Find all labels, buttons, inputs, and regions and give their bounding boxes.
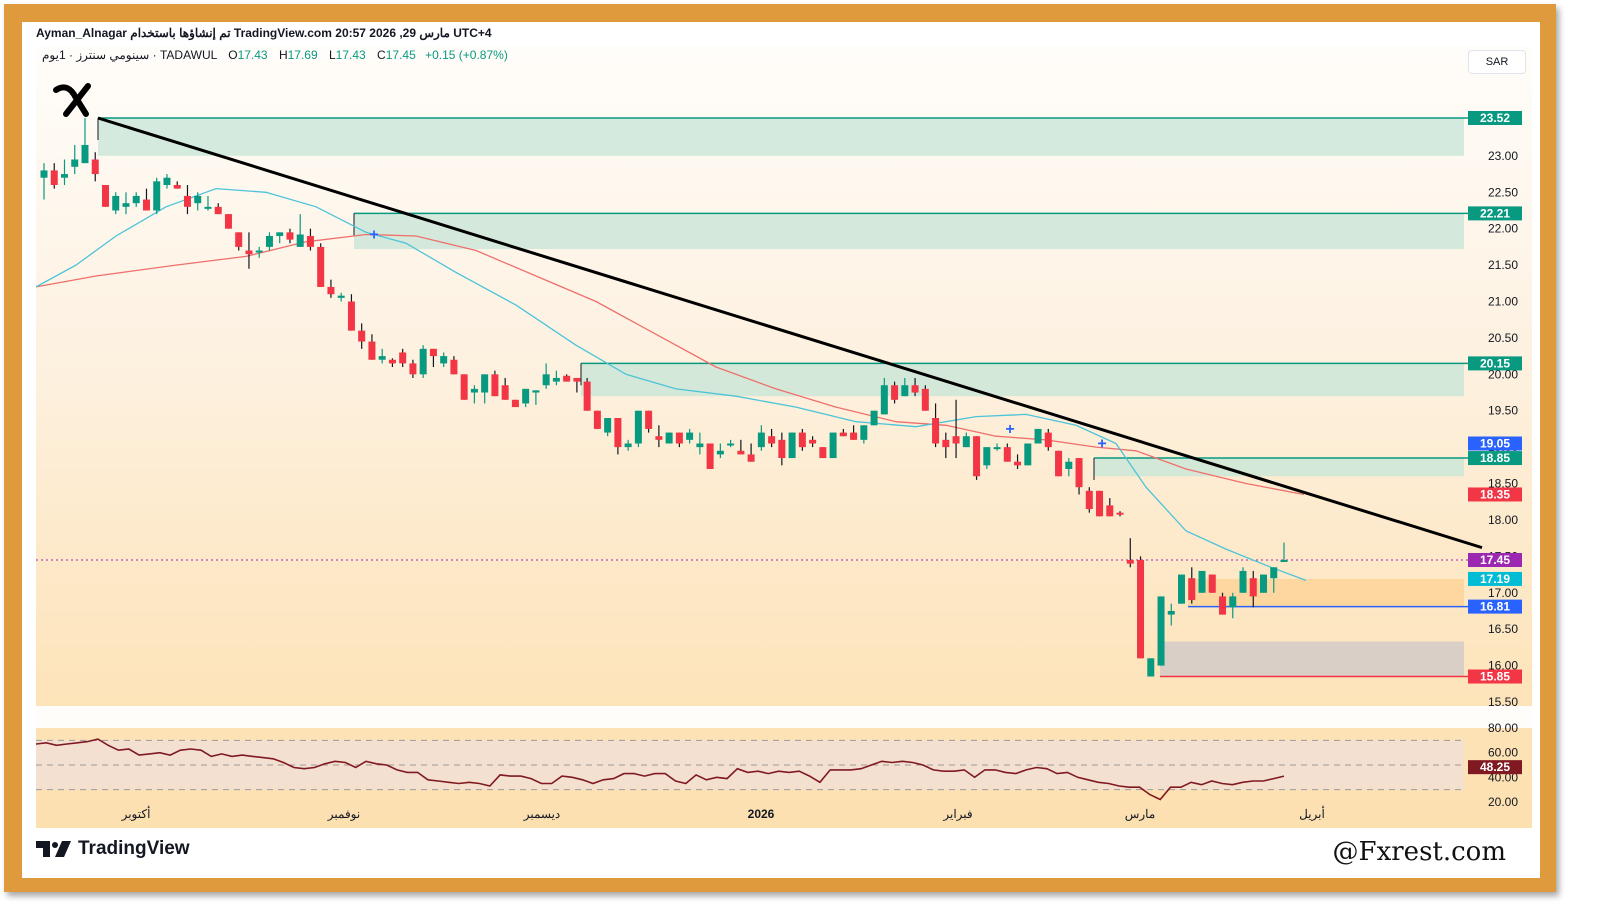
price-label[interactable]: 19.05 <box>1468 436 1522 451</box>
price-tick: 22.00 <box>1488 222 1518 236</box>
exchange: TADAWUL <box>159 48 217 62</box>
price-tick: 23.00 <box>1488 149 1518 163</box>
resistance-zone-4[interactable] <box>1093 457 1482 481</box>
watermark: @Fxrest.com <box>1332 837 1506 867</box>
time-tick: فبراير <box>942 807 972 821</box>
rsi-value-label: 48.25 <box>1468 760 1522 775</box>
rsi-tick: 80.00 <box>1488 721 1518 735</box>
svg-text:18.35: 18.35 <box>1480 487 1510 501</box>
price-tick: 18.50 <box>1488 477 1518 491</box>
rsi-tick: 20.00 <box>1488 795 1518 809</box>
tradingview-logo[interactable]: TradingView <box>36 838 190 860</box>
blue-cross-marker[interactable]: + <box>369 227 378 244</box>
svg-text:17.45: 17.45 <box>1480 553 1510 567</box>
price-label[interactable]: 22.21 <box>1468 206 1522 221</box>
tradingview-logo-icon <box>36 841 71 857</box>
svg-text:22.21: 22.21 <box>1480 206 1510 220</box>
rsi-panel-top <box>36 706 1532 728</box>
svg-text:19.05: 19.05 <box>1480 436 1510 450</box>
downtrend-line[interactable] <box>97 116 1483 550</box>
blue-cross-marker[interactable]: + <box>1097 435 1106 452</box>
price-tick: 16.50 <box>1488 622 1518 636</box>
price-label[interactable]: 17.19 <box>1468 571 1522 586</box>
timestamp: 20:57 2026 ,29 مارس UTC+4 <box>335 26 492 40</box>
price-tick: 18.00 <box>1488 513 1518 527</box>
price-label[interactable]: 15.85 <box>1468 669 1522 684</box>
currency-button[interactable]: SAR <box>1468 50 1526 74</box>
candles[interactable] <box>40 118 1288 677</box>
time-tick: نوفمبر <box>327 807 360 821</box>
time-tick: أكتوبر <box>121 806 151 821</box>
blue-cross-marker[interactable]: + <box>1005 421 1014 438</box>
x-mark-icon <box>53 83 91 117</box>
created-with-text: تم إنشاؤها باستخدام <box>130 26 231 40</box>
low-value: 17.43 <box>335 48 366 62</box>
symbol-legend: سينومي سنترز · 1يوم · TADAWUL O17.43 H17… <box>42 48 508 62</box>
time-tick: مارس <box>1125 807 1156 821</box>
svg-text:15.85: 15.85 <box>1480 670 1510 684</box>
price-chart[interactable]: + + +23.00 22.50 22.00 21.50 21.00 20.50 20.00 19… <box>36 46 1532 828</box>
price-label[interactable]: 17.45 <box>1468 553 1522 568</box>
resistance-zone-3[interactable] <box>580 362 1482 397</box>
symbol-name[interactable]: سينومي سنترز <box>76 48 150 62</box>
time-tick: أبريل <box>1299 806 1325 821</box>
price-tick: 21.50 <box>1488 258 1518 272</box>
price-label[interactable]: 18.35 <box>1468 487 1522 502</box>
svg-text:20.15: 20.15 <box>1480 356 1510 370</box>
price-tick: 21.00 <box>1488 295 1518 309</box>
image-frame: Ayman_Alnagar تم إنشاؤها باستخدام Tradin… <box>4 4 1556 892</box>
resistance-zone-1[interactable] <box>97 117 1482 156</box>
price-tick: 22.50 <box>1488 185 1518 199</box>
chart-header: Ayman_Alnagar تم إنشاؤها باستخدام Tradin… <box>36 26 492 40</box>
ema-fast-line[interactable] <box>36 187 1307 582</box>
price-label[interactable]: 23.52 <box>1468 111 1522 125</box>
chart-svg[interactable]: + + +23.00 22.50 22.00 21.50 21.00 20.50 20.00 19… <box>36 46 1532 828</box>
svg-text:23.52: 23.52 <box>1480 111 1510 125</box>
price-tick: 15.50 <box>1488 695 1518 709</box>
demand-zone[interactable] <box>1160 641 1464 677</box>
price-label[interactable]: 18.85 <box>1468 451 1522 466</box>
resistance-zone-2[interactable] <box>353 212 1482 250</box>
ema-slow-line[interactable] <box>36 233 1305 496</box>
close-value: 17.45 <box>385 48 416 62</box>
price-tick: 19.50 <box>1488 404 1518 418</box>
price-tick: 20.50 <box>1488 331 1518 345</box>
price-label[interactable]: 20.15 <box>1468 356 1522 371</box>
time-tick: 2026 <box>748 807 775 821</box>
change-value: +0.15 (+0.87%) <box>425 48 508 62</box>
time-tick: ديسمبر <box>523 807 561 821</box>
rsi-tick: 60.00 <box>1488 746 1518 760</box>
interval[interactable]: 1يوم <box>42 48 66 62</box>
rsi-line[interactable] <box>36 738 1285 801</box>
svg-text:18.85: 18.85 <box>1480 451 1510 465</box>
svg-text:48.25: 48.25 <box>1480 760 1510 774</box>
open-value: 17.43 <box>237 48 268 62</box>
svg-text:16.81: 16.81 <box>1480 600 1510 614</box>
price-label[interactable]: 16.81 <box>1468 599 1522 614</box>
high-value: 17.69 <box>287 48 318 62</box>
price-tick: 16.00 <box>1488 659 1518 673</box>
site-name: TradingView.com <box>233 26 332 40</box>
chart-canvas: Ayman_Alnagar تم إنشاؤها باستخدام Tradin… <box>22 22 1540 878</box>
price-tick: 17.00 <box>1488 586 1518 600</box>
price-tick: 20.00 <box>1488 367 1518 381</box>
author-name: Ayman_Alnagar <box>36 26 127 40</box>
svg-text:17.19: 17.19 <box>1480 572 1510 586</box>
